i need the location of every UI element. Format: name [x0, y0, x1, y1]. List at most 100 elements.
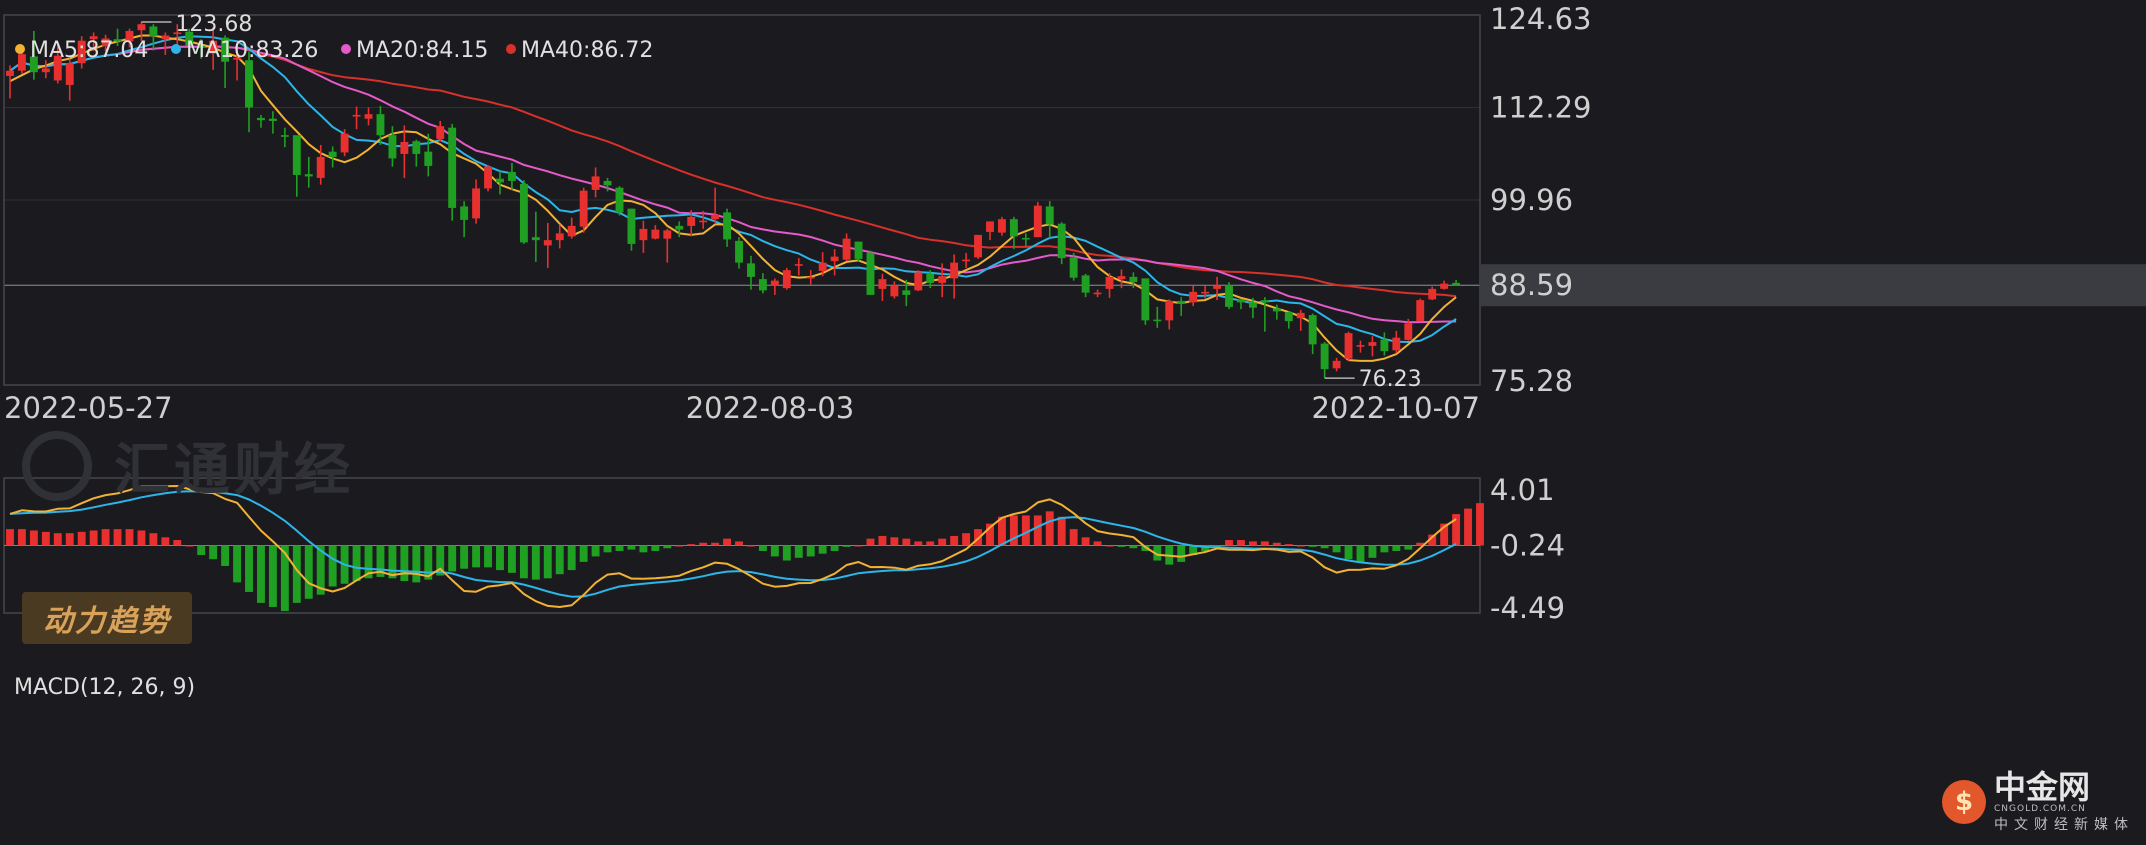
- indicator-badge[interactable]: 动力趋势: [22, 592, 192, 644]
- candle-body: [579, 190, 588, 227]
- high-low-markers: 123.68 76.23: [141, 12, 1422, 392]
- candle-body: [603, 180, 612, 186]
- macd-bar: [6, 529, 14, 546]
- candle-body: [53, 55, 62, 81]
- candle-body: [245, 60, 253, 108]
- candle-body: [209, 40, 218, 54]
- candle-body: [1189, 291, 1198, 303]
- candle-body: [627, 208, 636, 244]
- candle-body: [639, 228, 648, 241]
- macd-bar: [53, 533, 62, 546]
- macd-bar: [782, 545, 791, 561]
- candle-body: [1452, 282, 1461, 286]
- candle-body: [436, 126, 445, 139]
- candle-body: [1081, 275, 1090, 293]
- candle-body: [364, 114, 373, 119]
- macd-bar: [161, 537, 170, 546]
- candle-body: [29, 56, 38, 73]
- macd-bar: [579, 545, 588, 562]
- candle-body: [735, 240, 743, 263]
- price-grid: [4, 107, 1480, 286]
- macd-bar: [1009, 515, 1018, 546]
- macd-bar: [1392, 545, 1401, 551]
- macd-bar: [245, 545, 253, 592]
- candle-body: [6, 70, 14, 76]
- macd-bar: [376, 545, 385, 577]
- macd-bar: [639, 545, 648, 553]
- macd-bar: [1033, 515, 1042, 546]
- price-frame-border: [3, 14, 1481, 386]
- macd-bar: [938, 538, 947, 546]
- legend-dot: [15, 44, 25, 54]
- candle-body: [1009, 219, 1018, 237]
- high-marker-label: 123.68: [175, 12, 252, 37]
- macd-bar: [472, 545, 481, 568]
- macd-bar: [448, 545, 457, 572]
- candle-body: [699, 220, 708, 223]
- candle-body: [818, 262, 827, 271]
- candle-body: [854, 241, 863, 259]
- ma10-line: [9, 35, 1457, 343]
- low-marker-label: 76.23: [1359, 367, 1422, 392]
- candle-body: [747, 263, 755, 277]
- macd-bar: [1344, 545, 1353, 560]
- macd-bar: [125, 529, 134, 546]
- candle-body: [1057, 223, 1066, 259]
- candle-body: [412, 141, 421, 154]
- macd-bar: [770, 545, 779, 557]
- macd-bar: [1021, 515, 1030, 546]
- date-tick-label: 2022-05-27: [4, 391, 173, 425]
- macd-bar: [591, 545, 600, 557]
- candle-body: [1320, 343, 1329, 370]
- macd-bar: [1440, 523, 1449, 546]
- macd-bar: [902, 538, 911, 546]
- candle-body: [149, 26, 158, 37]
- macd-bar: [663, 545, 672, 549]
- candle-body: [460, 206, 469, 220]
- macd-tick-label: -4.49: [1490, 591, 1565, 625]
- candle-body: [1129, 276, 1138, 283]
- candle-body: [65, 63, 74, 85]
- macd-bar: [316, 545, 325, 595]
- candle-body: [77, 40, 86, 64]
- candle-body: [770, 280, 779, 286]
- candle-body: [1344, 333, 1353, 359]
- candle-body: [675, 225, 684, 230]
- candle-body: [997, 219, 1006, 233]
- macd-bar: [543, 545, 552, 579]
- candle-body: [926, 273, 935, 283]
- legend-label: MA10:83.26: [186, 38, 318, 63]
- price-axis: 124.63 112.29 99.96 88.59 75.28: [1481, 2, 2146, 398]
- candle-body: [1165, 300, 1174, 321]
- price-tick-label: 88.59: [1490, 268, 1573, 302]
- ma40-line: [9, 45, 1457, 298]
- macd-bar: [209, 545, 218, 560]
- macd-bar: [185, 545, 194, 547]
- candle-body: [304, 174, 313, 177]
- macd-bar: [1129, 545, 1138, 549]
- candlesticks: [6, 21, 1461, 379]
- macd-bar: [974, 529, 982, 546]
- macd-dea-line: [9, 490, 1457, 598]
- candle-body: [1225, 285, 1233, 307]
- current-price-box: [1481, 264, 2146, 307]
- macd-bar: [711, 542, 720, 546]
- date-tick-label: 2022-10-07: [1311, 391, 1480, 425]
- candle-body: [663, 230, 672, 239]
- macd-bar: [41, 531, 50, 546]
- macd-bar: [866, 538, 875, 546]
- macd-bar: [364, 545, 373, 579]
- candle-body: [472, 188, 481, 219]
- macd-bar: [257, 545, 265, 603]
- macd-bar: [352, 545, 361, 582]
- macd-tick-label: -0.24: [1490, 529, 1565, 563]
- candle-body: [185, 31, 194, 46]
- macd-bar: [1404, 545, 1413, 550]
- macd-bar: [1213, 545, 1222, 547]
- macd-bar: [424, 545, 433, 580]
- candle-body: [161, 35, 170, 40]
- candle-body: [292, 135, 301, 175]
- candle-body: [1260, 300, 1269, 303]
- macd-bar: [699, 542, 708, 546]
- candle-body: [1153, 319, 1162, 322]
